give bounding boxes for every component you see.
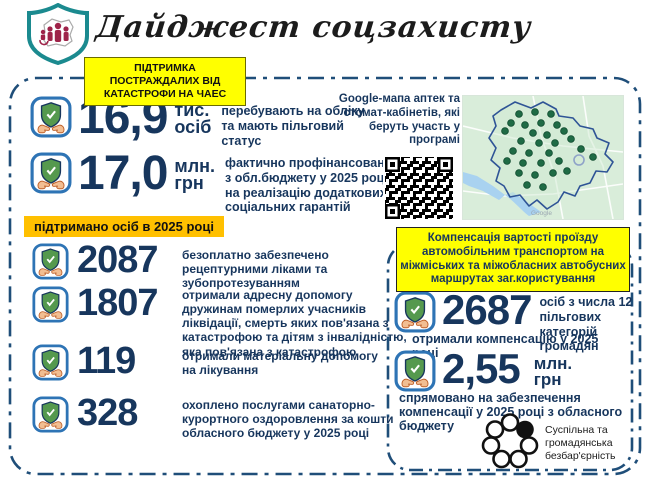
item-desc: охоплено послугами санаторно-курортного … [182, 398, 394, 441]
stat-side-desc: осіб з числа 12 пільгових категорій гром… [539, 295, 633, 354]
page-title: Дайджест соцзахисту [94, 10, 533, 45]
list-item: 1807 отримали адресну допомогу дружинам … [32, 282, 412, 359]
list-item: 2087 безоплатно забезпечено рецептурними… [32, 239, 400, 291]
stat-desc: перебувають на обліку та мають пільговий… [221, 104, 365, 148]
stat-financed: 17,0 млн. грн фактично профінансовано з … [30, 147, 393, 215]
map-caption: Google-мапа аптек та стомат-кабінетів, я… [338, 93, 460, 147]
stat-value: 2687 [442, 286, 532, 333]
stat-unit-2: грн [533, 370, 562, 390]
city-ring-marker [573, 154, 585, 166]
list-item: 119 отримали матеріальну допомогу на лік… [32, 340, 382, 382]
shield-in-hands-icon [32, 344, 69, 381]
accessibility-logo-text: Суспільна та громадянська безбар'єрність [545, 424, 616, 462]
stat-desc: спрямовано на забезпечення компенсації у… [399, 391, 623, 433]
outer-dashed-frame [8, 76, 642, 476]
topic-tag: ПІДТРИМКА ПОСТРАЖДАЛИХ ВІД КАТАСТРОФИ НА… [84, 57, 246, 107]
region-map: Google [462, 95, 624, 220]
stat-compensated-persons: 2687 осіб з числа 12 пільгових категорій… [394, 286, 644, 354]
item-value: 1807 [77, 282, 159, 324]
shield-in-hands-icon [394, 291, 436, 333]
compensation-title: Компенсація вартості проїзду автомобільн… [396, 227, 630, 293]
shield-in-hands-icon [32, 286, 69, 323]
stat-compensation-funds: 2,55 млн. грн [394, 345, 573, 392]
shield-in-hands-icon [32, 243, 69, 280]
shield-in-hands-icon [394, 350, 436, 392]
stat-unit-2: грн [174, 173, 204, 194]
supported-badge: підтримано осіб в 2025 році [24, 216, 224, 237]
item-desc: отримали адресну допомогу дружинам помер… [182, 288, 407, 359]
item-desc: безоплатно забезпечено рецептурними ліка… [182, 248, 329, 291]
stat-desc: фактично профінансовано з обл.бюджету у … [225, 156, 393, 215]
stat-unit-1: млн. [174, 156, 216, 176]
shield-in-hands-icon [30, 152, 72, 194]
stat-value: 17,0 [78, 147, 168, 200]
stat-value: 2,55 [442, 345, 521, 392]
stat-unit-2: осіб [174, 117, 212, 138]
stat-unit-1: млн. [533, 354, 573, 373]
shield-in-hands-icon [30, 96, 72, 138]
list-item: 328 охоплено послугами санаторно-курортн… [32, 392, 402, 441]
item-value: 119 [77, 340, 136, 382]
filled-circle [516, 420, 534, 439]
circle-ring-accessibility-icon [481, 413, 539, 469]
item-value: 2087 [77, 239, 159, 281]
shield-family-map-icon [27, 3, 89, 65]
qr-code [383, 155, 455, 221]
item-desc: отримали матеріальну допомогу на лікуван… [182, 349, 378, 378]
item-value: 328 [77, 392, 138, 434]
shield-in-hands-icon [32, 396, 69, 433]
map-attribution: Google [531, 210, 552, 217]
